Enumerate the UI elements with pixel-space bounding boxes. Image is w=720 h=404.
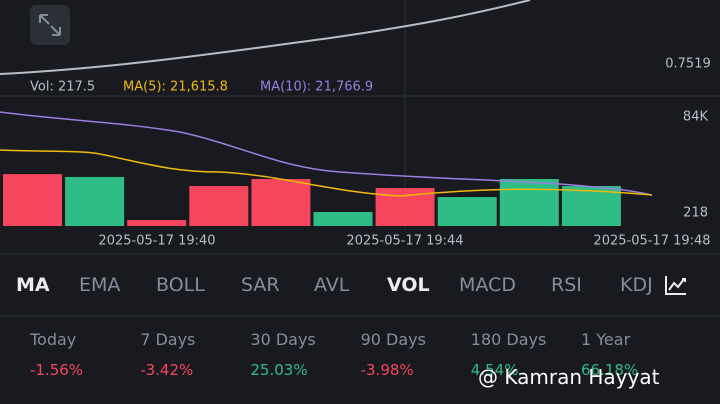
volume-bar: [65, 176, 125, 226]
change: 25.03%: [250, 361, 308, 379]
y-tick-label: 84K: [683, 110, 709, 125]
tab[interactable]: EMA: [79, 274, 121, 296]
change: -1.56%: [30, 361, 84, 379]
time-label: 2025-05-17 19:48: [593, 234, 710, 249]
expand-icon: [39, 14, 61, 36]
volume-bar: [189, 186, 249, 226]
tab[interactable]: RSI: [551, 274, 582, 296]
tab[interactable]: BOLL: [156, 274, 205, 296]
change: -3.42%: [140, 361, 194, 379]
legend-ma10: MA(10): 21,766.9: [260, 80, 373, 95]
expand-button[interactable]: [30, 5, 70, 45]
period: 90 Days: [360, 330, 426, 349]
volume-bar: [251, 179, 311, 226]
volume-bar: [127, 220, 187, 226]
performance-item: 180 Days 4.54%: [471, 330, 547, 379]
performance-item: 30 Days 25.03%: [250, 330, 315, 379]
period: 30 Days: [250, 330, 316, 349]
y-tick-label: 218: [683, 206, 708, 221]
volume-bar: [499, 179, 559, 226]
watermark: @ Kamran Hayyat: [478, 365, 660, 389]
performance-item: 1 Year 66.18%: [581, 330, 638, 379]
change: -3.98%: [360, 361, 414, 379]
period: 1 Year: [581, 330, 631, 349]
volume-bar: [3, 174, 62, 226]
performance-item: 7 Days -3.42%: [140, 330, 195, 379]
time-label: 2025-05-17 19:40: [98, 234, 215, 249]
period: 180 Days: [470, 330, 547, 349]
chart: 0.7519 Vol: 217.5 MA(5): 21,615.8 MA(10)…: [0, 0, 720, 255]
tab[interactable]: KDJ: [620, 274, 653, 296]
ma5-line: [0, 149, 653, 197]
period: Today: [30, 330, 77, 349]
change: 4.54%: [470, 361, 519, 379]
legend-vol: Vol: 217.5: [30, 80, 95, 95]
period: 7 Days: [140, 330, 196, 349]
change: 66.18%: [581, 361, 639, 379]
ma10-line: [0, 111, 653, 196]
tab[interactable]: VOL: [387, 274, 430, 296]
tab[interactable]: SAR: [241, 274, 280, 296]
performance-item: Today -1.56%: [30, 330, 83, 379]
volume-bar: [437, 197, 497, 226]
tab[interactable]: MA: [16, 274, 50, 296]
volume-bar: [313, 211, 373, 226]
price-label: 0.7519: [665, 57, 711, 72]
time-label: 2025-05-17 19:44: [346, 234, 463, 249]
legend-ma5: MA(5): 21,615.8: [123, 80, 228, 95]
price-line: [0, 0, 531, 75]
performance-item: 90 Days -3.98%: [361, 330, 426, 379]
tab[interactable]: MACD: [459, 274, 516, 296]
chart-icon: [665, 276, 686, 295]
tab[interactable]: AVL: [314, 274, 350, 296]
